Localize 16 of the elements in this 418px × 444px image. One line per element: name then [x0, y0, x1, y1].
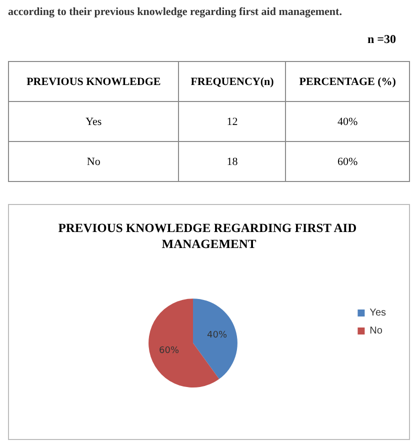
text: according to their previous knowledge regarding first aid management. — [8, 6, 343, 20]
data-label: 40% — [206, 330, 228, 340]
text: No — [8, 142, 179, 182]
text: n =30 — [366, 32, 396, 47]
chart-title: PREVIOUS KNOWLEDGE REGARDING FIRST AID MANAGEMENT — [58, 221, 360, 251]
text: FREQUENCY(n) — [178, 62, 286, 102]
legend-label: No — [370, 326, 383, 336]
text: Yes — [8, 102, 179, 142]
text: 40% — [286, 102, 410, 142]
text: PREVIOUS KNOWLEDGE — [8, 62, 179, 102]
text: 60% — [286, 142, 410, 182]
text: PERCENTAGE (%) — [286, 62, 410, 102]
data-label: 60% — [158, 346, 180, 356]
text: 18 — [178, 142, 286, 182]
text: 12 — [178, 102, 286, 142]
legend-label: Yes — [370, 308, 386, 318]
